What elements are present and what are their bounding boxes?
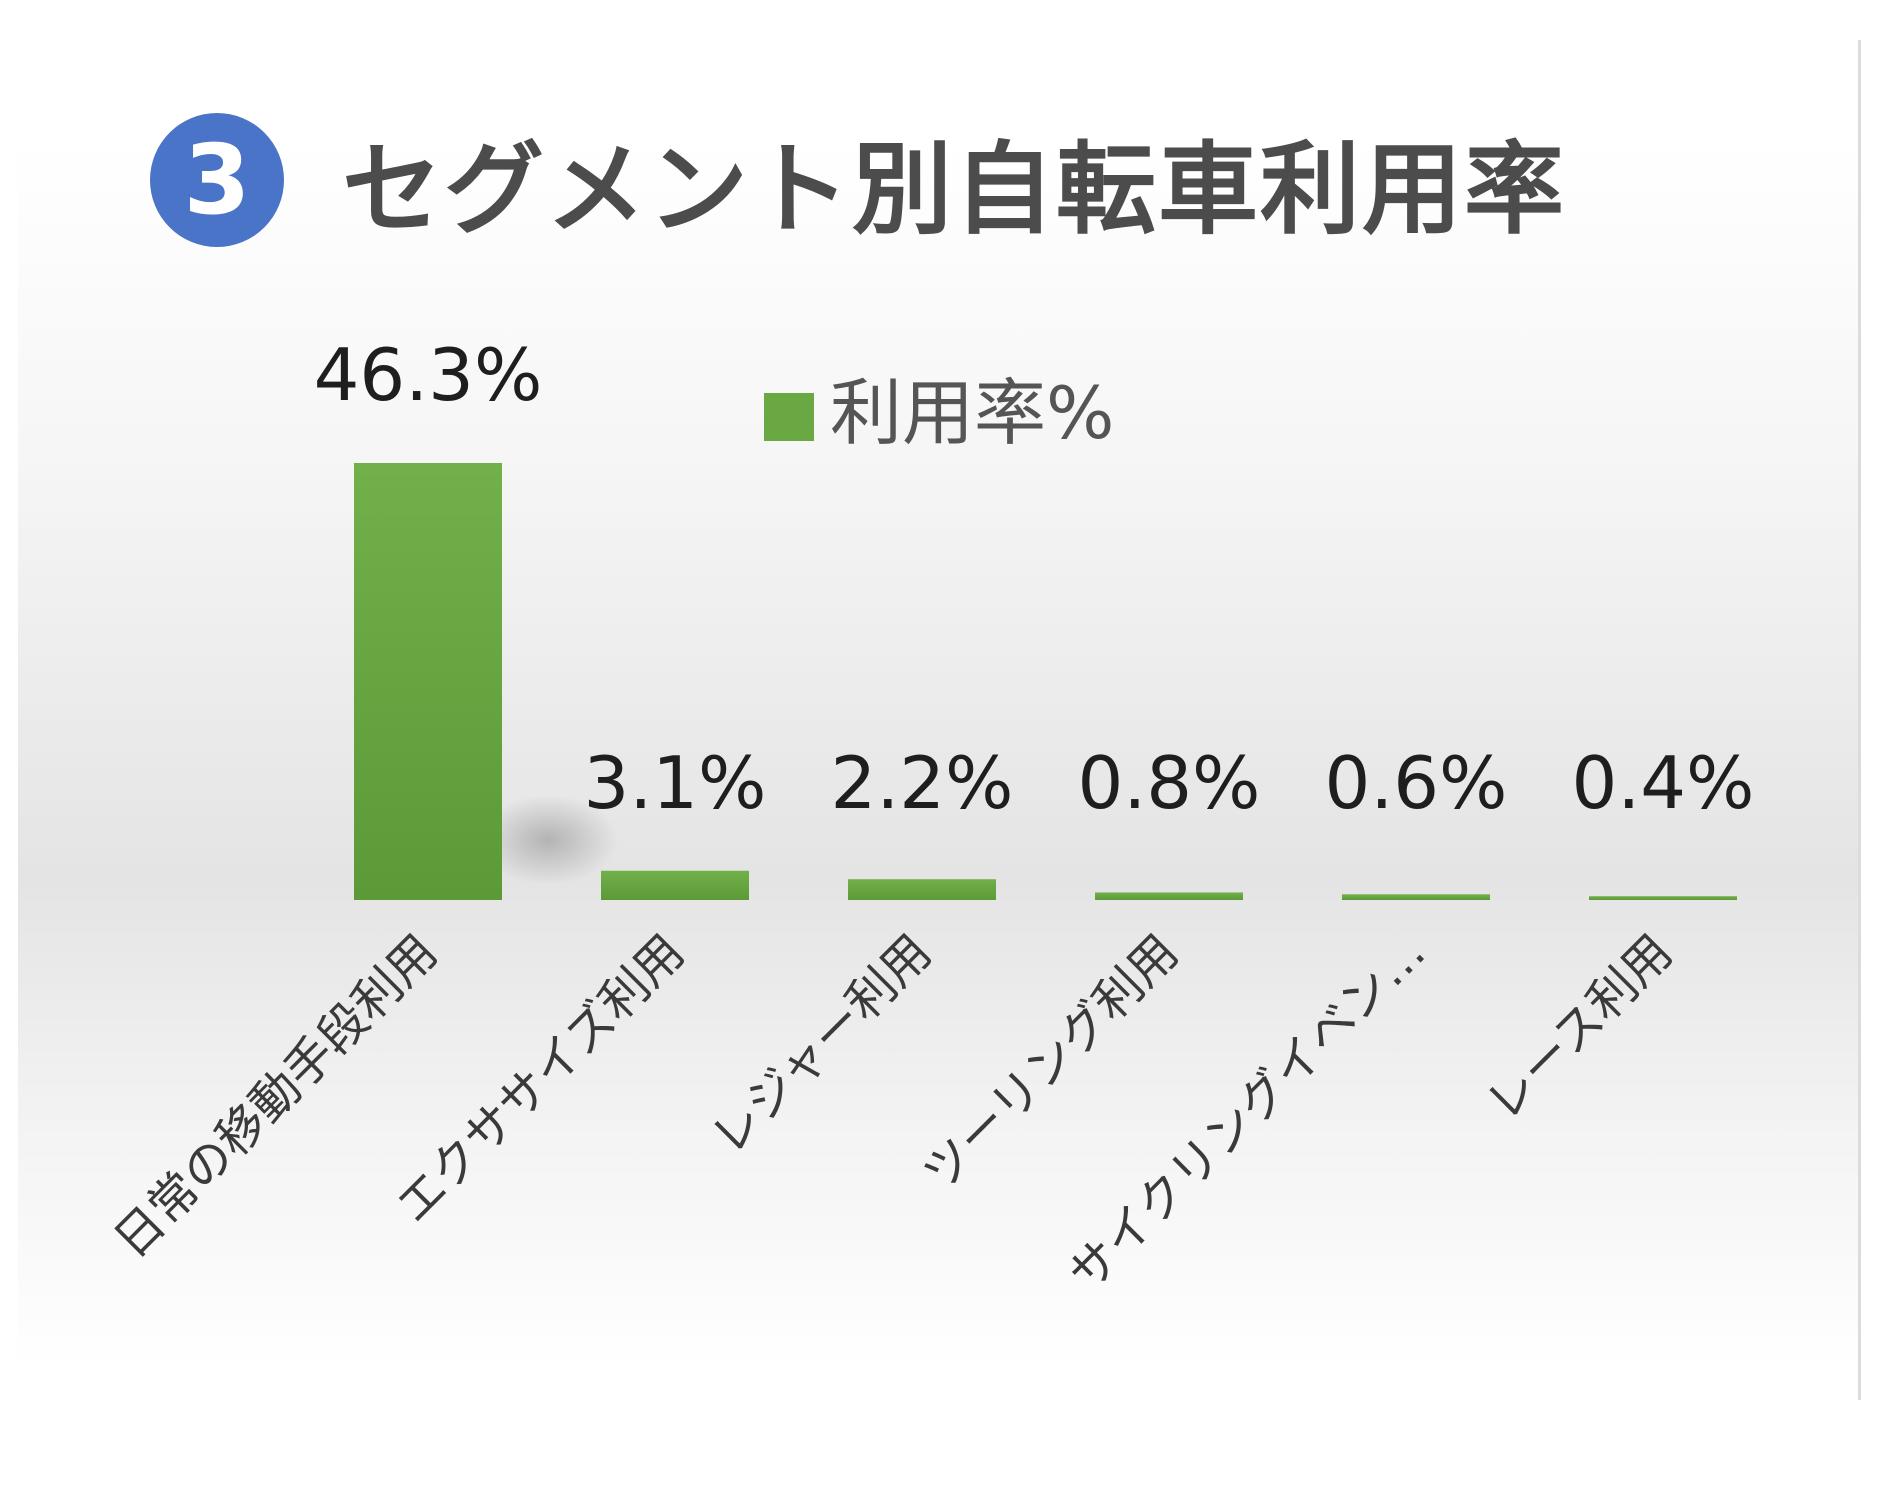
x-tick-label: レース利用: [1476, 924, 1684, 1132]
bar: [1589, 896, 1737, 900]
divider-line: [1858, 40, 1861, 1400]
bar: [848, 879, 996, 900]
page-title: セグメント別自転車利用率: [342, 130, 1566, 248]
section-number: 3: [183, 124, 251, 236]
legend-swatch: [764, 393, 814, 441]
x-tick-label: 日常の移動手段利用: [103, 924, 448, 1269]
chart-header: 3 セグメント別自転車利用率: [150, 110, 1566, 250]
data-label: 0.4%: [1572, 741, 1755, 825]
chart-background: [18, 140, 1858, 1370]
bar: [1342, 894, 1490, 900]
legend-label: 利用率%: [830, 371, 1114, 455]
bar: [354, 463, 502, 900]
data-label: 3.1%: [584, 741, 767, 825]
data-label: 2.2%: [831, 741, 1014, 825]
x-tick-label: ツーリング利用: [912, 924, 1189, 1201]
bar: [1095, 892, 1243, 900]
data-label: 0.8%: [1078, 741, 1261, 825]
data-label: 46.3%: [314, 333, 543, 417]
legend: 利用率%: [764, 371, 1114, 455]
x-tick-label: レジャー利用: [701, 924, 943, 1166]
bar-shadow: [478, 795, 618, 885]
data-label: 0.6%: [1325, 741, 1508, 825]
section-number-badge: 3: [150, 113, 284, 247]
bar: [601, 870, 749, 900]
